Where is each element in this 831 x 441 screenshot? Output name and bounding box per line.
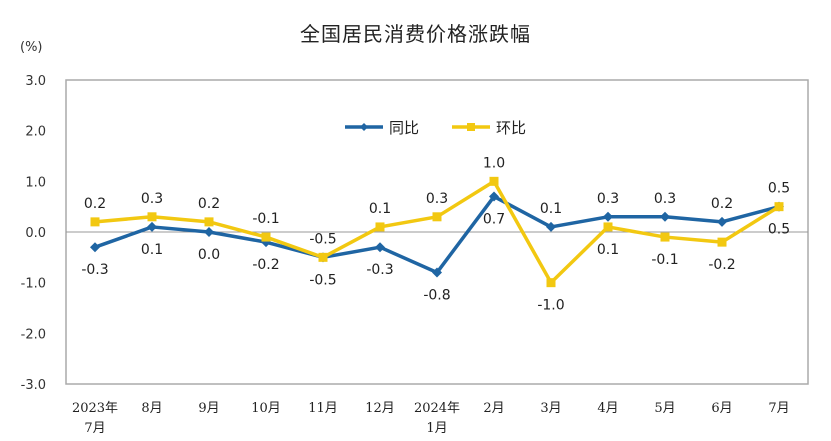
y-tick-label: 1.0 — [25, 175, 46, 190]
data-point-marker — [717, 237, 727, 247]
data-label: -0.5 — [309, 272, 336, 288]
data-label: 0.2 — [198, 196, 220, 212]
x-tick-label: 5月 — [654, 401, 675, 416]
x-tick-label: 2024年 — [414, 401, 460, 416]
data-label: 0.1 — [540, 201, 562, 217]
data-label: -1.0 — [537, 298, 564, 314]
data-label: -0.3 — [81, 262, 108, 278]
x-tick-label: 6月 — [711, 401, 732, 416]
legend-marker — [360, 123, 368, 131]
data-label: 0.3 — [654, 191, 676, 207]
data-label: 0.0 — [198, 247, 220, 263]
x-tick-label: 3月 — [540, 401, 561, 416]
y-tick-label: -2.0 — [21, 327, 46, 342]
data-label: -0.5 — [309, 231, 336, 247]
data-point-marker — [90, 217, 100, 227]
legend-label: 环比 — [496, 119, 526, 137]
x-tick-label: 4月 — [597, 401, 618, 416]
data-point-marker — [432, 267, 442, 278]
data-label: 0.1 — [369, 201, 391, 217]
data-label: 0.3 — [597, 191, 619, 207]
data-point-marker — [660, 211, 670, 222]
y-tick-label: 2.0 — [25, 125, 46, 140]
data-label: 0.3 — [141, 191, 163, 207]
data-point-marker — [660, 232, 670, 242]
x-tick-label: 8月 — [141, 401, 162, 416]
x-tick-label: 2月 — [483, 401, 504, 416]
data-label: -0.1 — [651, 252, 678, 268]
data-label: -0.2 — [708, 257, 735, 273]
data-point-marker — [717, 216, 727, 227]
data-point-marker — [603, 222, 613, 232]
data-label: 0.5 — [768, 181, 790, 197]
x-tick-label: 1月 — [426, 421, 447, 436]
data-point-marker — [774, 202, 784, 212]
data-point-marker — [489, 191, 499, 202]
x-tick-label: 12月 — [365, 401, 395, 416]
data-label: 0.2 — [84, 196, 106, 212]
data-label: -0.3 — [366, 262, 393, 278]
data-point-marker — [546, 278, 556, 288]
legend-marker — [467, 123, 475, 131]
data-point-marker — [546, 221, 556, 232]
data-label: -0.2 — [252, 257, 279, 273]
data-label: -0.8 — [423, 288, 450, 304]
data-point-marker — [375, 222, 385, 232]
x-tick-label: 11月 — [308, 401, 338, 416]
x-tick-label: 7月 — [768, 401, 789, 416]
data-point-marker — [261, 232, 271, 242]
data-point-marker — [204, 217, 214, 227]
x-tick-label: 7月 — [84, 421, 105, 436]
y-tick-label: -1.0 — [21, 277, 46, 292]
y-axis-unit: (%) — [20, 40, 43, 55]
data-label: -0.1 — [252, 211, 279, 227]
x-tick-label: 2023年 — [72, 401, 118, 416]
data-point-marker — [147, 212, 157, 222]
data-label: 0.2 — [711, 196, 733, 212]
data-label: 0.7 — [483, 212, 505, 228]
data-point-marker — [90, 242, 100, 253]
data-point-marker — [147, 221, 157, 232]
x-tick-label: 10月 — [251, 401, 281, 416]
legend-label: 同比 — [389, 119, 419, 137]
y-tick-label: 3.0 — [25, 74, 46, 89]
data-point-marker — [432, 212, 442, 222]
data-point-marker — [204, 227, 214, 237]
chart-title: 全国居民消费价格涨跌幅 — [300, 22, 531, 46]
data-point-marker — [318, 252, 328, 262]
x-tick-label: 9月 — [198, 401, 219, 416]
data-point-marker — [489, 176, 499, 186]
y-tick-label: -3.0 — [21, 378, 46, 393]
data-point-marker — [375, 242, 385, 253]
y-tick-label: 0.0 — [25, 226, 46, 241]
data-label: 1.0 — [483, 155, 505, 171]
data-label: 0.5 — [768, 222, 790, 238]
data-label: 0.3 — [426, 191, 448, 207]
data-point-marker — [603, 211, 613, 222]
data-label: 0.1 — [141, 242, 163, 258]
data-label: 0.1 — [597, 242, 619, 258]
